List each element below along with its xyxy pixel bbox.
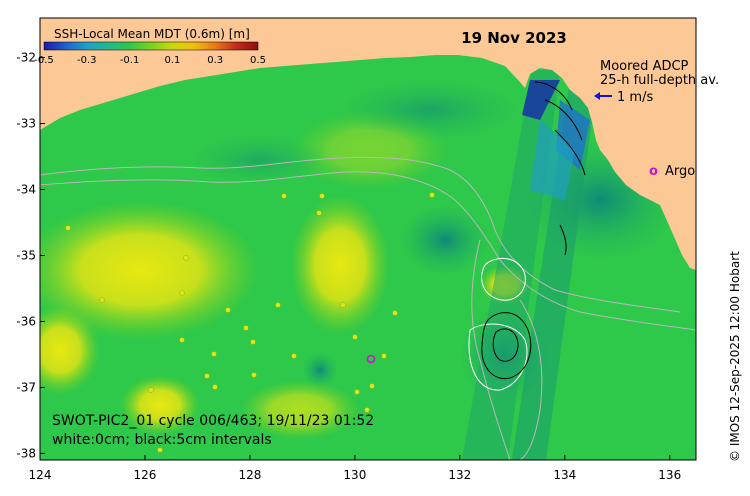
y-tick-label: -34 (16, 183, 36, 197)
x-tick-label: 126 (134, 468, 157, 482)
float-marker (281, 193, 287, 199)
float-marker (340, 302, 346, 308)
float-marker (225, 307, 231, 313)
float-marker (316, 210, 322, 216)
x-tick-label: 124 (29, 468, 52, 482)
float-marker (157, 447, 163, 453)
float-marker (319, 193, 325, 199)
float-marker (369, 383, 375, 389)
float-marker (354, 389, 360, 395)
float-marker (212, 384, 218, 390)
x-tick-label: 128 (238, 468, 261, 482)
colorbar-ramp (43, 41, 259, 51)
x-tick-label: 132 (448, 468, 471, 482)
adcp-scale-label: 1 m/s (617, 90, 653, 105)
x-tick-label: 136 (658, 468, 681, 482)
argo-legend-symbol: o (649, 164, 658, 179)
colorbar: SSH-Local Mean MDT (0.6m) [m] -0.5 -0.3 -0… (34, 27, 266, 66)
zero-ssh-contours (468, 257, 528, 391)
float-marker (179, 290, 185, 296)
argo-float-marker (366, 354, 376, 364)
adcp-legend-title: Moored ADCP (600, 59, 689, 74)
ssh-anomaly-field (40, 80, 680, 440)
y-tick-label: -38 (16, 446, 36, 460)
map-date-title: 19 Nov 2023 (461, 29, 567, 47)
float-marker (251, 372, 257, 378)
x-axis: 124 126 128 130 132 134 136 (29, 455, 681, 482)
argo-legend: o Argo (649, 164, 695, 179)
float-marker (429, 192, 435, 198)
y-tick-label: -33 (16, 117, 36, 131)
float-marker (183, 255, 189, 261)
float-marker (291, 353, 297, 359)
float-marker (364, 407, 370, 413)
x-tick-label: 134 (553, 468, 576, 482)
adcp-arrowhead-icon (594, 92, 600, 100)
adcp-legend-subtitle: 25-h full-depth av. (600, 73, 719, 88)
float-marker (250, 339, 256, 345)
colorbar-tick-label: 0.1 (164, 55, 180, 66)
float-markers (65, 192, 435, 453)
float-marker (243, 325, 249, 331)
contour-caption: white:0cm; black:5cm intervals (52, 432, 272, 448)
y-tick-label: -36 (16, 314, 36, 328)
float-marker (204, 373, 210, 379)
float-marker (179, 337, 185, 343)
colorbar-tick-label: 0.3 (207, 55, 223, 66)
float-marker (65, 225, 71, 231)
colorbar-label: SSH-Local Mean MDT (0.6m) [m] (54, 27, 250, 41)
swot-swath-tracks (462, 70, 596, 460)
y-axis: -32 -33 -34 -35 -36 -37 -38 (16, 51, 45, 460)
colorbar-tick-label: -0.3 (77, 55, 97, 66)
colorbar-ticks: -0.5 -0.3 -0.1 0.1 0.3 0.5 (34, 55, 266, 66)
float-marker (275, 302, 281, 308)
bathymetry-contours (40, 156, 696, 460)
y-tick-label: -35 (16, 248, 36, 262)
swot-pass-caption: SWOT-PIC2_01 cycle 006/463; 19/11/23 01:… (52, 413, 374, 429)
y-tick-label: -37 (16, 380, 36, 394)
float-marker (99, 297, 105, 303)
argo-legend-label: Argo (665, 164, 695, 179)
x-tick-label: 130 (343, 468, 366, 482)
colorbar-tick-label: 0.5 (250, 55, 266, 66)
y-tick-label: -32 (16, 51, 36, 65)
float-marker (148, 387, 154, 393)
colorbar-tick-label: -0.1 (120, 55, 140, 66)
float-marker (352, 334, 358, 340)
float-marker (211, 351, 217, 357)
float-marker (392, 310, 398, 316)
imos-credit: © IMOS 12-Sep-2025 12:00 Hobart (728, 251, 742, 462)
colorbar-tick-label: -0.5 (34, 55, 54, 66)
plot-frame (39, 17, 697, 461)
adcp-legend: Moored ADCP 25-h full-depth av. 1 m/s (594, 59, 719, 105)
float-marker (381, 353, 387, 359)
five-cm-contours (481, 81, 586, 380)
